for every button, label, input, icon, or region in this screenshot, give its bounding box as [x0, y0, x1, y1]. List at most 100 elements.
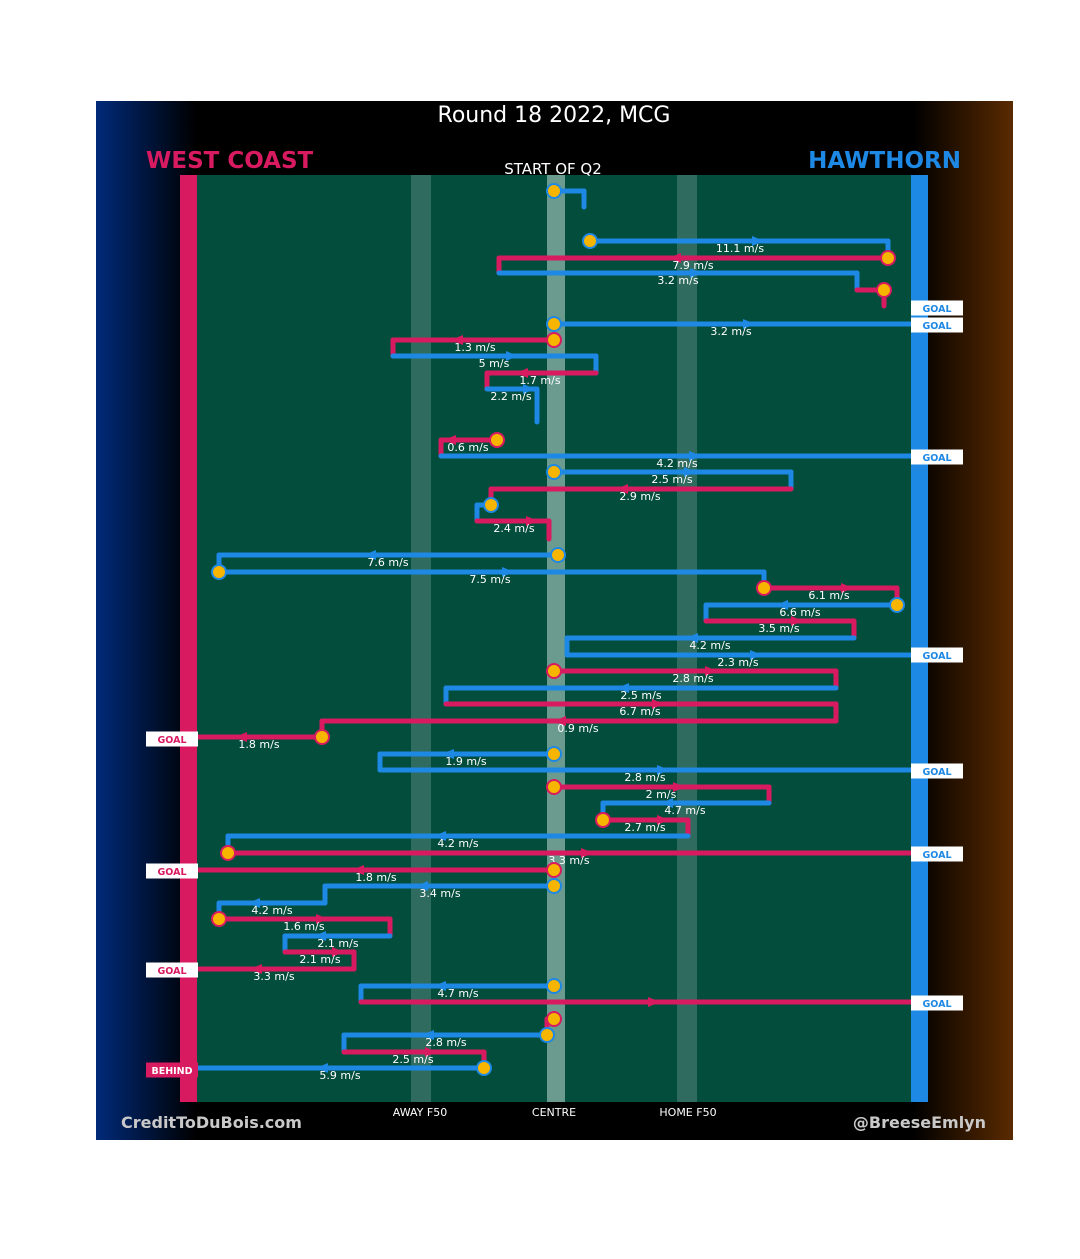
speed-label: 4.2 m/s: [656, 457, 697, 470]
direction-arrow: [554, 716, 566, 726]
team-right-label: HAWTHORN: [808, 148, 961, 174]
stoppage-marker: [546, 779, 562, 795]
outcome-badge: [146, 962, 198, 978]
outcome-badge: [146, 731, 198, 747]
speed-label: 2.5 m/s: [651, 473, 692, 486]
axis-label-centre: CENTRE: [532, 1106, 576, 1119]
speed-label: 11.1 m/s: [716, 242, 764, 255]
stoppage-marker: [220, 845, 236, 861]
outcome-badge: [911, 317, 963, 333]
direction-arrow: [686, 633, 698, 643]
outcome-badge: [911, 763, 963, 779]
stoppage-marker: [483, 497, 499, 513]
direction-arrow: [657, 765, 669, 775]
speed-label: 3.3 m/s: [253, 970, 294, 983]
outcome-label: GOAL: [922, 304, 951, 315]
direction-arrow: [750, 650, 762, 660]
direction-arrow: [648, 997, 660, 1007]
speed-label: 7.9 m/s: [672, 259, 713, 272]
speed-label: 2.8 m/s: [624, 771, 665, 784]
outcome-label: GOAL: [157, 735, 186, 746]
speed-label: 7.6 m/s: [367, 556, 408, 569]
stoppage-marker: [546, 663, 562, 679]
direction-arrow: [434, 981, 446, 991]
hawthorn-goal-line: [911, 175, 928, 1102]
stoppage-marker: [489, 432, 505, 448]
credit-left: CreditToDuBois.com: [121, 1113, 302, 1132]
outcome-badge: [911, 846, 963, 862]
direction-arrow: [669, 253, 681, 263]
direction-arrow: [841, 583, 853, 593]
stoppage-marker: [476, 1060, 492, 1076]
direction-arrow: [743, 319, 755, 329]
speed-label: 2.5 m/s: [620, 689, 661, 702]
speed-label: 2.5 m/s: [392, 1053, 433, 1066]
direction-arrow: [526, 516, 538, 526]
speed-label: 6.7 m/s: [619, 705, 660, 718]
speed-label: 3.4 m/s: [419, 887, 460, 900]
speed-label: 2.2 m/s: [490, 390, 531, 403]
speed-label: 6.1 m/s: [808, 589, 849, 602]
speed-label: 1.6 m/s: [283, 920, 324, 933]
speed-label: 6.6 m/s: [779, 606, 820, 619]
direction-arrow: [316, 1063, 328, 1073]
speed-label: 0.9 m/s: [557, 722, 598, 735]
direction-arrow: [425, 1047, 437, 1057]
stoppage-marker: [546, 746, 562, 762]
speed-label: 5.9 m/s: [319, 1069, 360, 1082]
direction-arrow: [523, 384, 535, 394]
stoppage-marker: [595, 812, 611, 828]
direction-arrow: [652, 699, 664, 709]
outcome-label: GOAL: [922, 999, 951, 1010]
stoppage-marker: [550, 547, 566, 563]
speed-label: 2.3 m/s: [717, 656, 758, 669]
chart-title: Round 18 2022, MCG: [438, 103, 671, 128]
axis-label-home-f50: HOME F50: [659, 1106, 716, 1119]
direction-arrow: [434, 831, 446, 841]
speed-label: 2.8 m/s: [672, 672, 713, 685]
direction-arrow: [364, 550, 376, 560]
speed-label: 3.5 m/s: [758, 622, 799, 635]
direction-arrow: [776, 600, 788, 610]
direction-arrow: [673, 782, 685, 792]
speed-label: 2.1 m/s: [299, 953, 340, 966]
direction-arrow: [657, 815, 669, 825]
speed-label: 1.8 m/s: [238, 738, 279, 751]
direction-arrow: [752, 236, 764, 246]
speed-label: 4.2 m/s: [437, 837, 478, 850]
direction-arrow: [442, 749, 454, 759]
speed-label: 4.2 m/s: [689, 639, 730, 652]
direction-arrow: [705, 666, 717, 676]
direction-arrow: [502, 567, 514, 577]
speed-label: 1.9 m/s: [445, 755, 486, 768]
direction-arrow: [250, 964, 262, 974]
direction-arrow: [416, 881, 428, 891]
stoppage-marker: [211, 911, 227, 927]
axis-label-away-f50: AWAY F50: [393, 1106, 447, 1119]
direction-arrow: [581, 848, 593, 858]
chain-layer: 11.1 m/s7.9 m/s 3.2 m/s 3.2 m/s 1.3 m/s 5 m/…: [0, 183, 916, 1082]
outcome-label: GOAL: [922, 651, 951, 662]
speed-label: 3.2 m/s: [657, 274, 698, 287]
direction-arrow: [661, 798, 673, 808]
direction-arrow: [352, 865, 364, 875]
direction-arrow: [314, 931, 326, 941]
outcome-label: GOAL: [922, 767, 951, 778]
direction-arrow: [684, 467, 696, 477]
speed-label: 4.7 m/s: [664, 804, 705, 817]
speed-label: 1.3 m/s: [454, 341, 495, 354]
direction-arrow: [332, 947, 344, 957]
stoppage-marker: [546, 316, 562, 332]
right-gradient: [913, 101, 1013, 1140]
speed-label: 2.7 m/s: [624, 821, 665, 834]
speed-label: 0.6 m/s: [447, 441, 488, 454]
speed-label: 2 m/s: [646, 788, 677, 801]
centre-band: [547, 175, 565, 1102]
outcome-badge: [911, 300, 963, 316]
outcome-badge: [911, 449, 963, 465]
speed-label: 2.9 m/s: [619, 490, 660, 503]
direction-arrow: [617, 683, 629, 693]
speed-label: 1.7 m/s: [0, 506, 21, 519]
direction-arrow: [516, 368, 528, 378]
